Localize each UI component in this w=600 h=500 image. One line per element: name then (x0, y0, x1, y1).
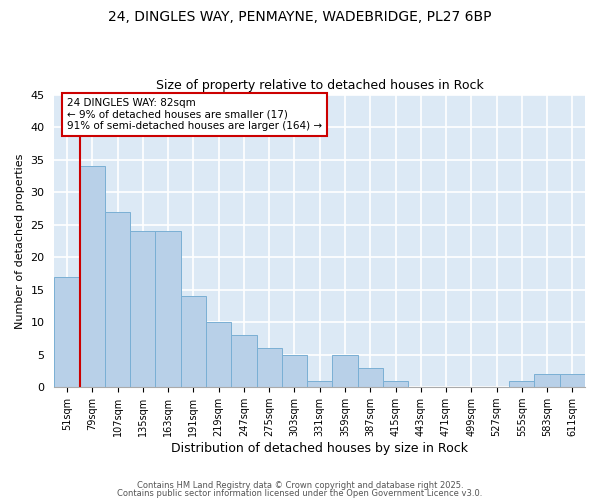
Bar (560, 374, 585, 387)
Bar (535, 374, 560, 387)
Bar (257, 348, 282, 387)
Bar (155, 231, 181, 387)
Bar (509, 380, 535, 387)
Bar (130, 231, 155, 387)
Bar (206, 322, 231, 387)
Text: Contains public sector information licensed under the Open Government Licence v3: Contains public sector information licen… (118, 488, 482, 498)
Text: Contains HM Land Registry data © Crown copyright and database right 2025.: Contains HM Land Registry data © Crown c… (137, 481, 463, 490)
Title: Size of property relative to detached houses in Rock: Size of property relative to detached ho… (156, 79, 484, 92)
Text: 24, DINGLES WAY, PENMAYNE, WADEBRIDGE, PL27 6BP: 24, DINGLES WAY, PENMAYNE, WADEBRIDGE, P… (108, 10, 492, 24)
Bar (383, 380, 408, 387)
Bar (105, 212, 130, 387)
Bar (181, 296, 206, 387)
Bar (80, 166, 105, 387)
Bar (332, 354, 358, 387)
Y-axis label: Number of detached properties: Number of detached properties (15, 153, 25, 328)
Text: 24 DINGLES WAY: 82sqm
← 9% of detached houses are smaller (17)
91% of semi-detac: 24 DINGLES WAY: 82sqm ← 9% of detached h… (67, 98, 322, 131)
X-axis label: Distribution of detached houses by size in Rock: Distribution of detached houses by size … (171, 442, 468, 455)
Bar (307, 380, 332, 387)
Bar (358, 368, 383, 387)
Bar (231, 335, 257, 387)
Bar (282, 354, 307, 387)
Bar (55, 276, 80, 387)
